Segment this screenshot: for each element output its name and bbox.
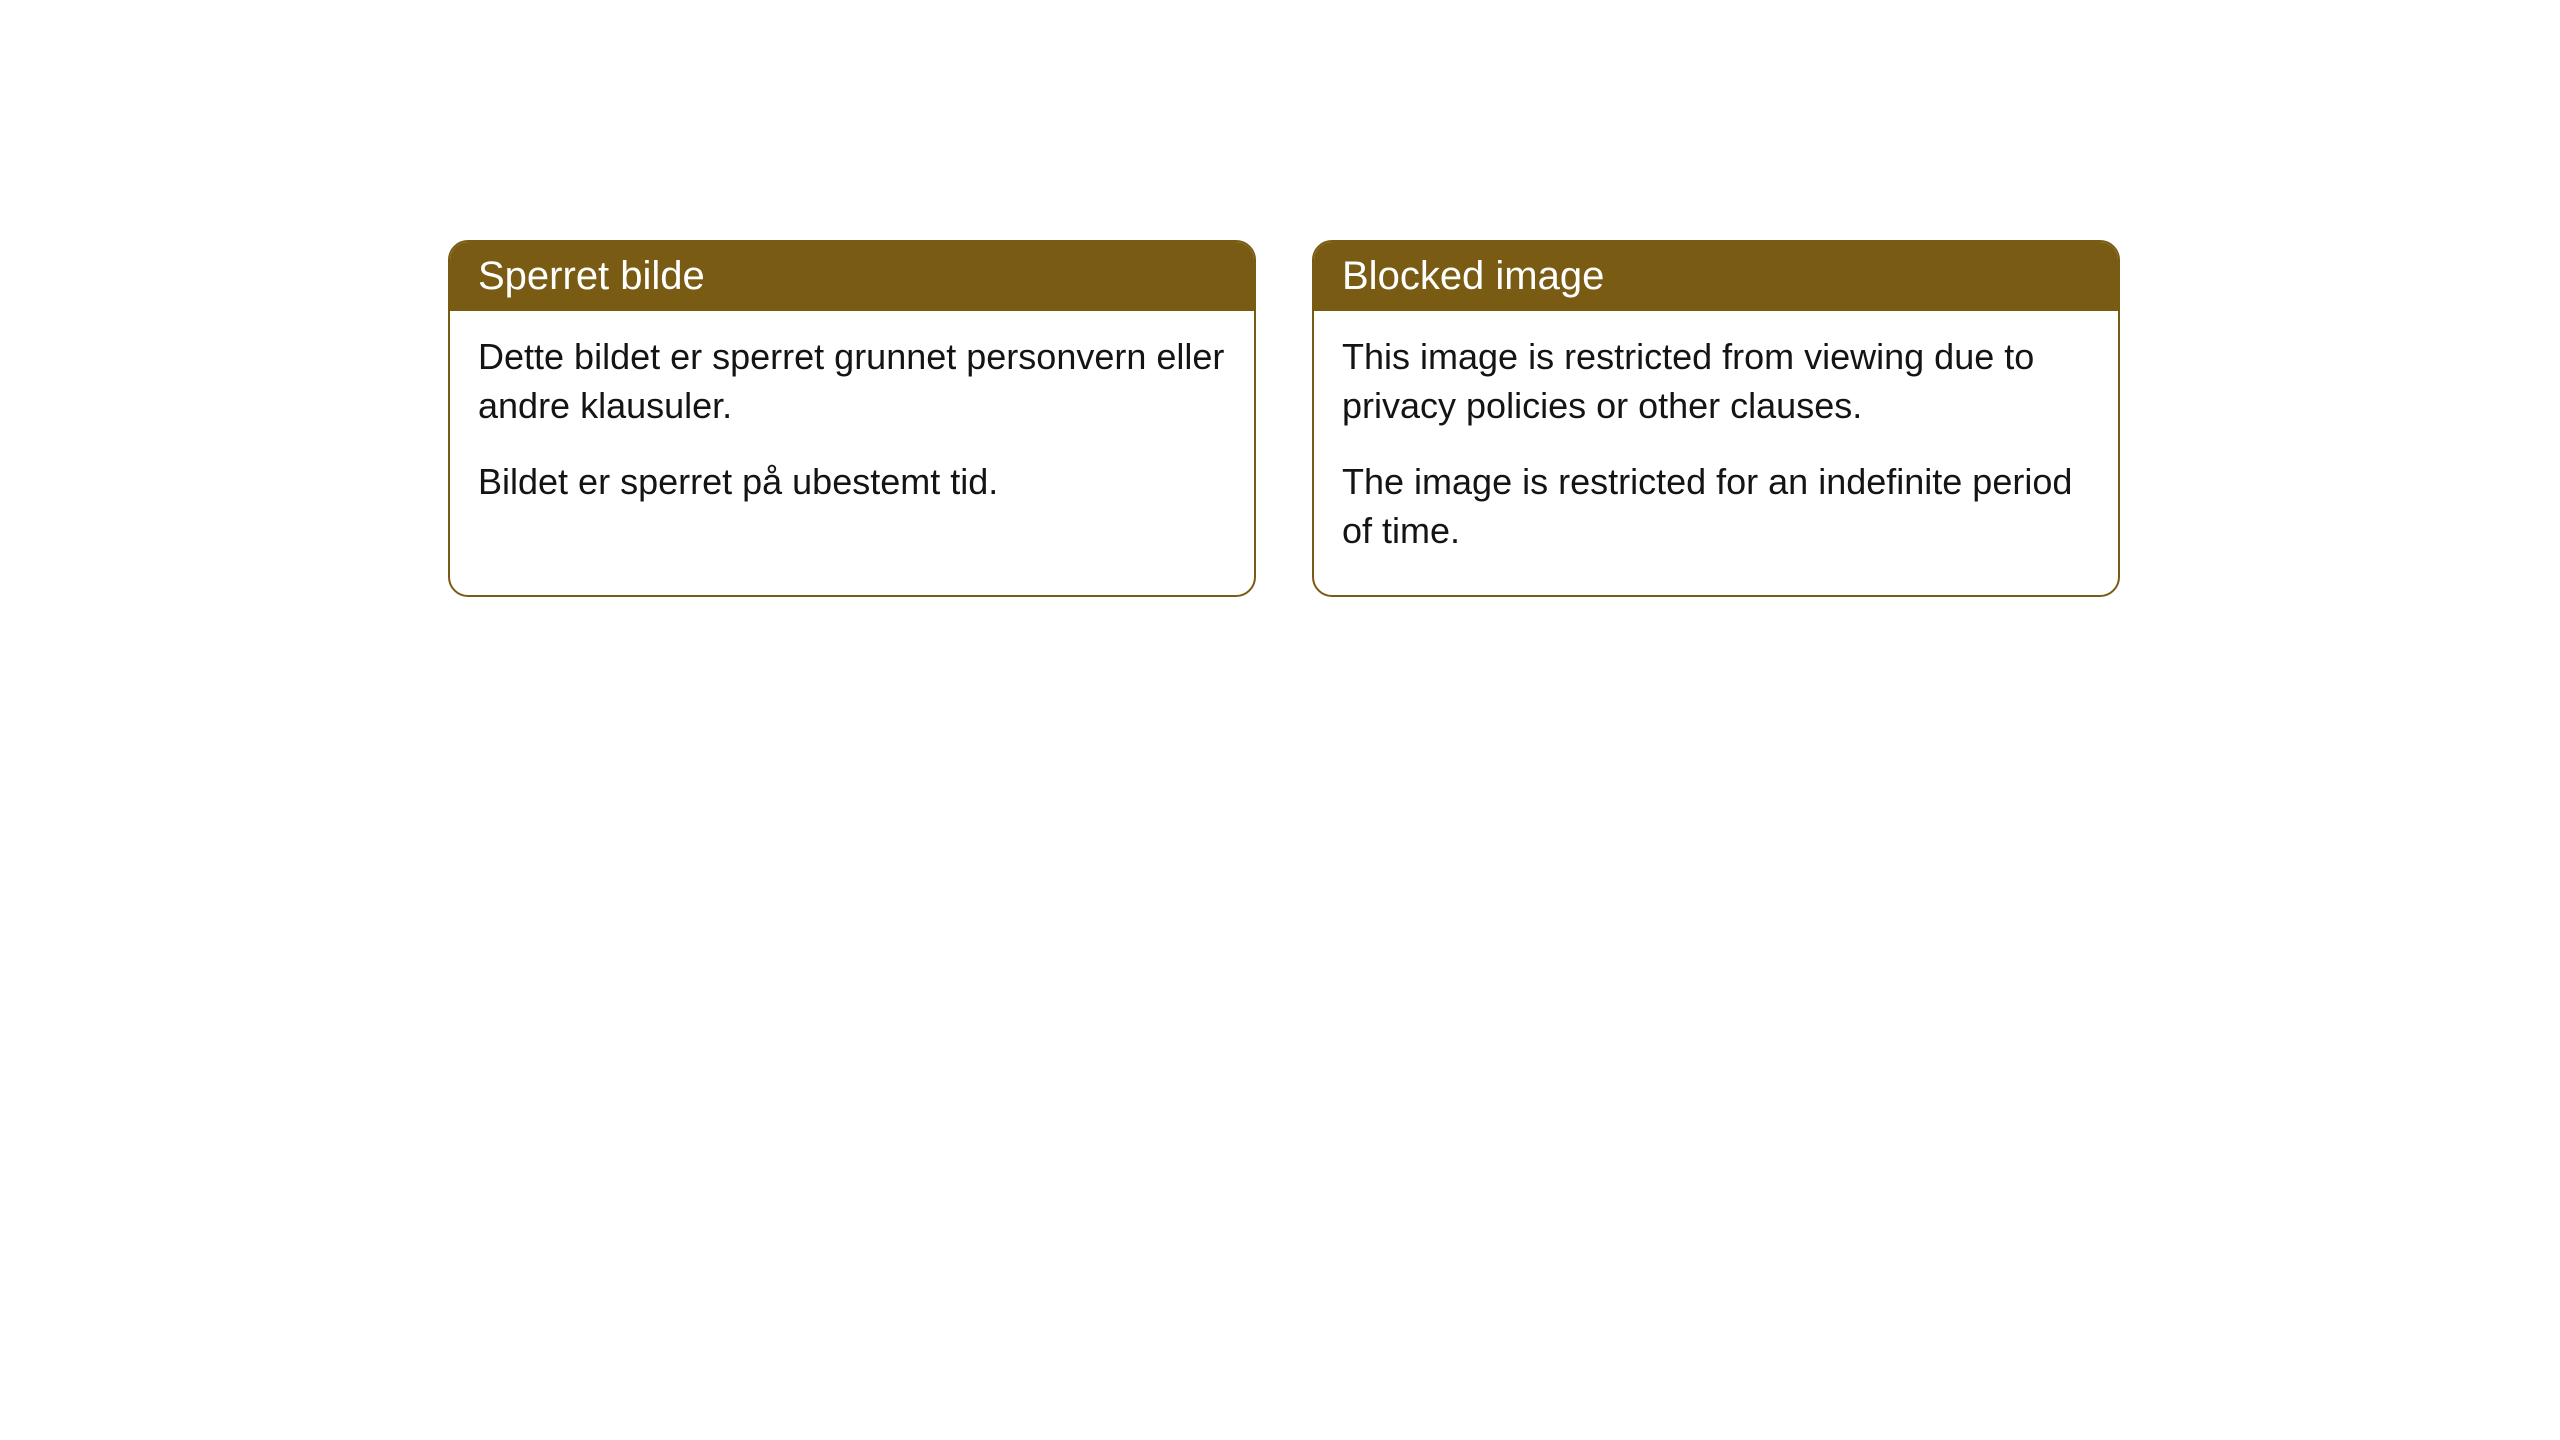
card-body: This image is restricted from viewing du… <box>1314 311 2118 595</box>
card-header: Blocked image <box>1314 242 2118 311</box>
card-paragraph: Dette bildet er sperret grunnet personve… <box>478 333 1226 430</box>
blocked-image-card-no: Sperret bilde Dette bildet er sperret gr… <box>448 240 1256 597</box>
card-title: Blocked image <box>1342 254 1604 298</box>
blocked-image-card-en: Blocked image This image is restricted f… <box>1312 240 2120 597</box>
card-header: Sperret bilde <box>450 242 1254 311</box>
card-body: Dette bildet er sperret grunnet personve… <box>450 311 1254 547</box>
card-title: Sperret bilde <box>478 254 705 298</box>
notice-cards-container: Sperret bilde Dette bildet er sperret gr… <box>448 240 2120 597</box>
card-paragraph: This image is restricted from viewing du… <box>1342 333 2090 430</box>
card-paragraph: The image is restricted for an indefinit… <box>1342 458 2090 555</box>
card-paragraph: Bildet er sperret på ubestemt tid. <box>478 458 1226 507</box>
